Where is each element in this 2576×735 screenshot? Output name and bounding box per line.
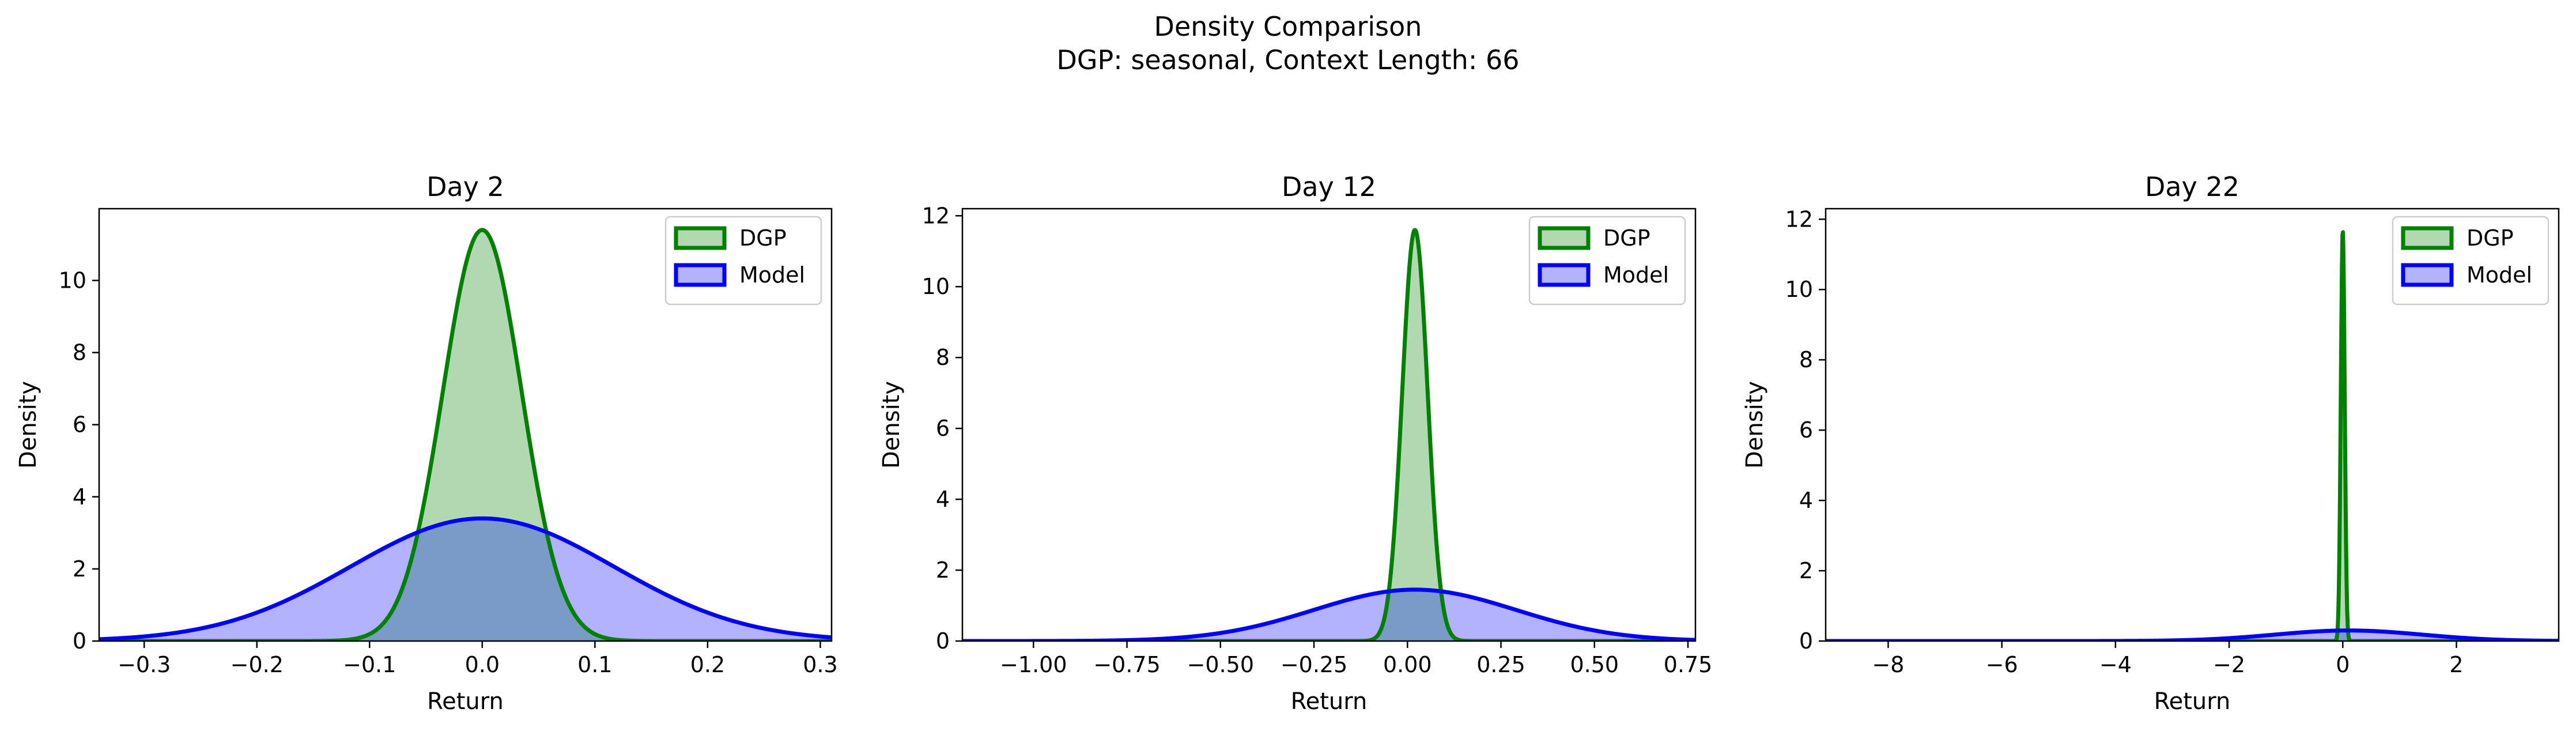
x-tick-label: −8: [1872, 652, 1904, 677]
x-tick-label: 0.50: [1570, 652, 1619, 677]
legend-swatch-model: [2401, 263, 2454, 287]
series-model-line: [1826, 628, 2559, 641]
chart-panel-3: −8 −6 −4 −2 0 2 0 2 4 6 8 10 12 Day 22 Return Density DG…: [1742, 171, 2560, 715]
axes-frame: [1825, 208, 2560, 642]
legend: DGP Model: [2392, 216, 2549, 306]
series-dgp-line: [99, 228, 832, 641]
y-tick-label: 0: [936, 628, 950, 654]
y-tick-label: 10: [59, 267, 86, 293]
legend-swatch-model: [674, 263, 727, 287]
figure-title-line1: Density Comparison: [1154, 11, 1422, 42]
y-tick-label: 4: [936, 487, 950, 512]
y-tick-label: 6: [73, 412, 86, 438]
x-tick-label: 2: [2449, 652, 2463, 677]
y-tick-label: 6: [936, 416, 950, 441]
x-tick-label: 0: [2336, 652, 2350, 677]
legend-swatch-dgp: [674, 226, 727, 250]
x-tick-label: −0.1: [343, 652, 396, 677]
y-axis-label: Density: [1742, 381, 1768, 469]
x-tick-label: −0.75: [1093, 652, 1160, 677]
x-tick-label: −0.2: [231, 652, 284, 677]
legend-label-model: Model: [1603, 262, 1669, 288]
y-tick-label: 10: [1785, 277, 1813, 302]
figure-title-line2: DGP: seasonal, Context Length: 66: [1056, 44, 1519, 76]
chart-panel-1: −0.3 −0.2 −0.1 0.0 0.1 0.2 0.3 0 2 4 6 8 10 Day 2 Retu…: [15, 171, 838, 715]
y-axis-label: Density: [15, 381, 41, 469]
y-axis-label: Density: [878, 381, 905, 469]
x-tick-label: 0.1: [577, 652, 612, 677]
x-axis-label: Return: [2154, 688, 2231, 715]
legend-label-model: Model: [739, 262, 805, 288]
y-tick-label: 8: [936, 345, 950, 370]
legend: DGP Model: [1528, 216, 1686, 306]
chart-title: Day 2: [426, 171, 504, 202]
legend-swatch-dgp: [2401, 226, 2454, 250]
axes-frame: [961, 208, 1697, 642]
y-tick-label: 8: [1799, 347, 1813, 372]
y-tick-label: 6: [1799, 417, 1813, 443]
y-tick-label: 0: [73, 628, 86, 654]
x-axis-label: Return: [1291, 688, 1368, 715]
series-dgp-area: [99, 229, 832, 641]
x-tick-label: 0.00: [1383, 652, 1432, 677]
x-tick-label: −0.50: [1187, 652, 1254, 677]
legend-swatch-dgp: [1538, 226, 1591, 250]
y-tick-label: 12: [922, 203, 950, 228]
x-tick-label: 0.25: [1476, 652, 1525, 677]
legend-label-dgp: DGP: [2467, 225, 2514, 251]
x-tick-label: −6: [1986, 652, 2018, 677]
x-tick-label: 0.2: [690, 652, 725, 677]
x-tick-label: −1.00: [1000, 652, 1067, 677]
overlap-area: [99, 518, 832, 641]
y-tick-label: 0: [1799, 628, 1813, 654]
legend-swatch-model: [1538, 263, 1591, 287]
x-tick-label: −0.25: [1281, 652, 1347, 677]
x-tick-label: 0.0: [465, 652, 500, 677]
x-tick-label: 0.3: [803, 652, 837, 677]
legend-label-model: Model: [2467, 262, 2532, 288]
x-tick-label: −0.3: [118, 652, 171, 677]
series-model-line: [99, 516, 832, 641]
series-model-area: [962, 589, 1695, 641]
y-tick-label: 4: [1799, 488, 1813, 513]
y-tick-label: 10: [922, 274, 950, 299]
y-tick-label: 2: [73, 556, 86, 582]
x-tick-label: 0.75: [1664, 652, 1713, 677]
legend-label-dgp: DGP: [1603, 225, 1650, 251]
x-tick-label: −4: [2099, 652, 2132, 677]
x-axis-label: Return: [427, 688, 504, 715]
legend: DGP Model: [664, 216, 822, 306]
y-tick-label: 4: [73, 484, 86, 510]
y-tick-label: 12: [1785, 206, 1813, 232]
chart-title: Day 22: [2145, 171, 2239, 202]
chart-panel-2: −1.00 −0.75 −0.50 −0.25 0.00 0.25 0.50 0.75 0 2 4 6…: [878, 171, 1712, 715]
legend-label-dgp: DGP: [739, 225, 787, 251]
y-tick-label: 2: [1799, 558, 1813, 583]
y-tick-label: 8: [73, 340, 86, 365]
chart-title: Day 12: [1282, 171, 1376, 202]
x-tick-label: −2: [2213, 652, 2245, 677]
y-tick-label: 2: [936, 557, 950, 583]
